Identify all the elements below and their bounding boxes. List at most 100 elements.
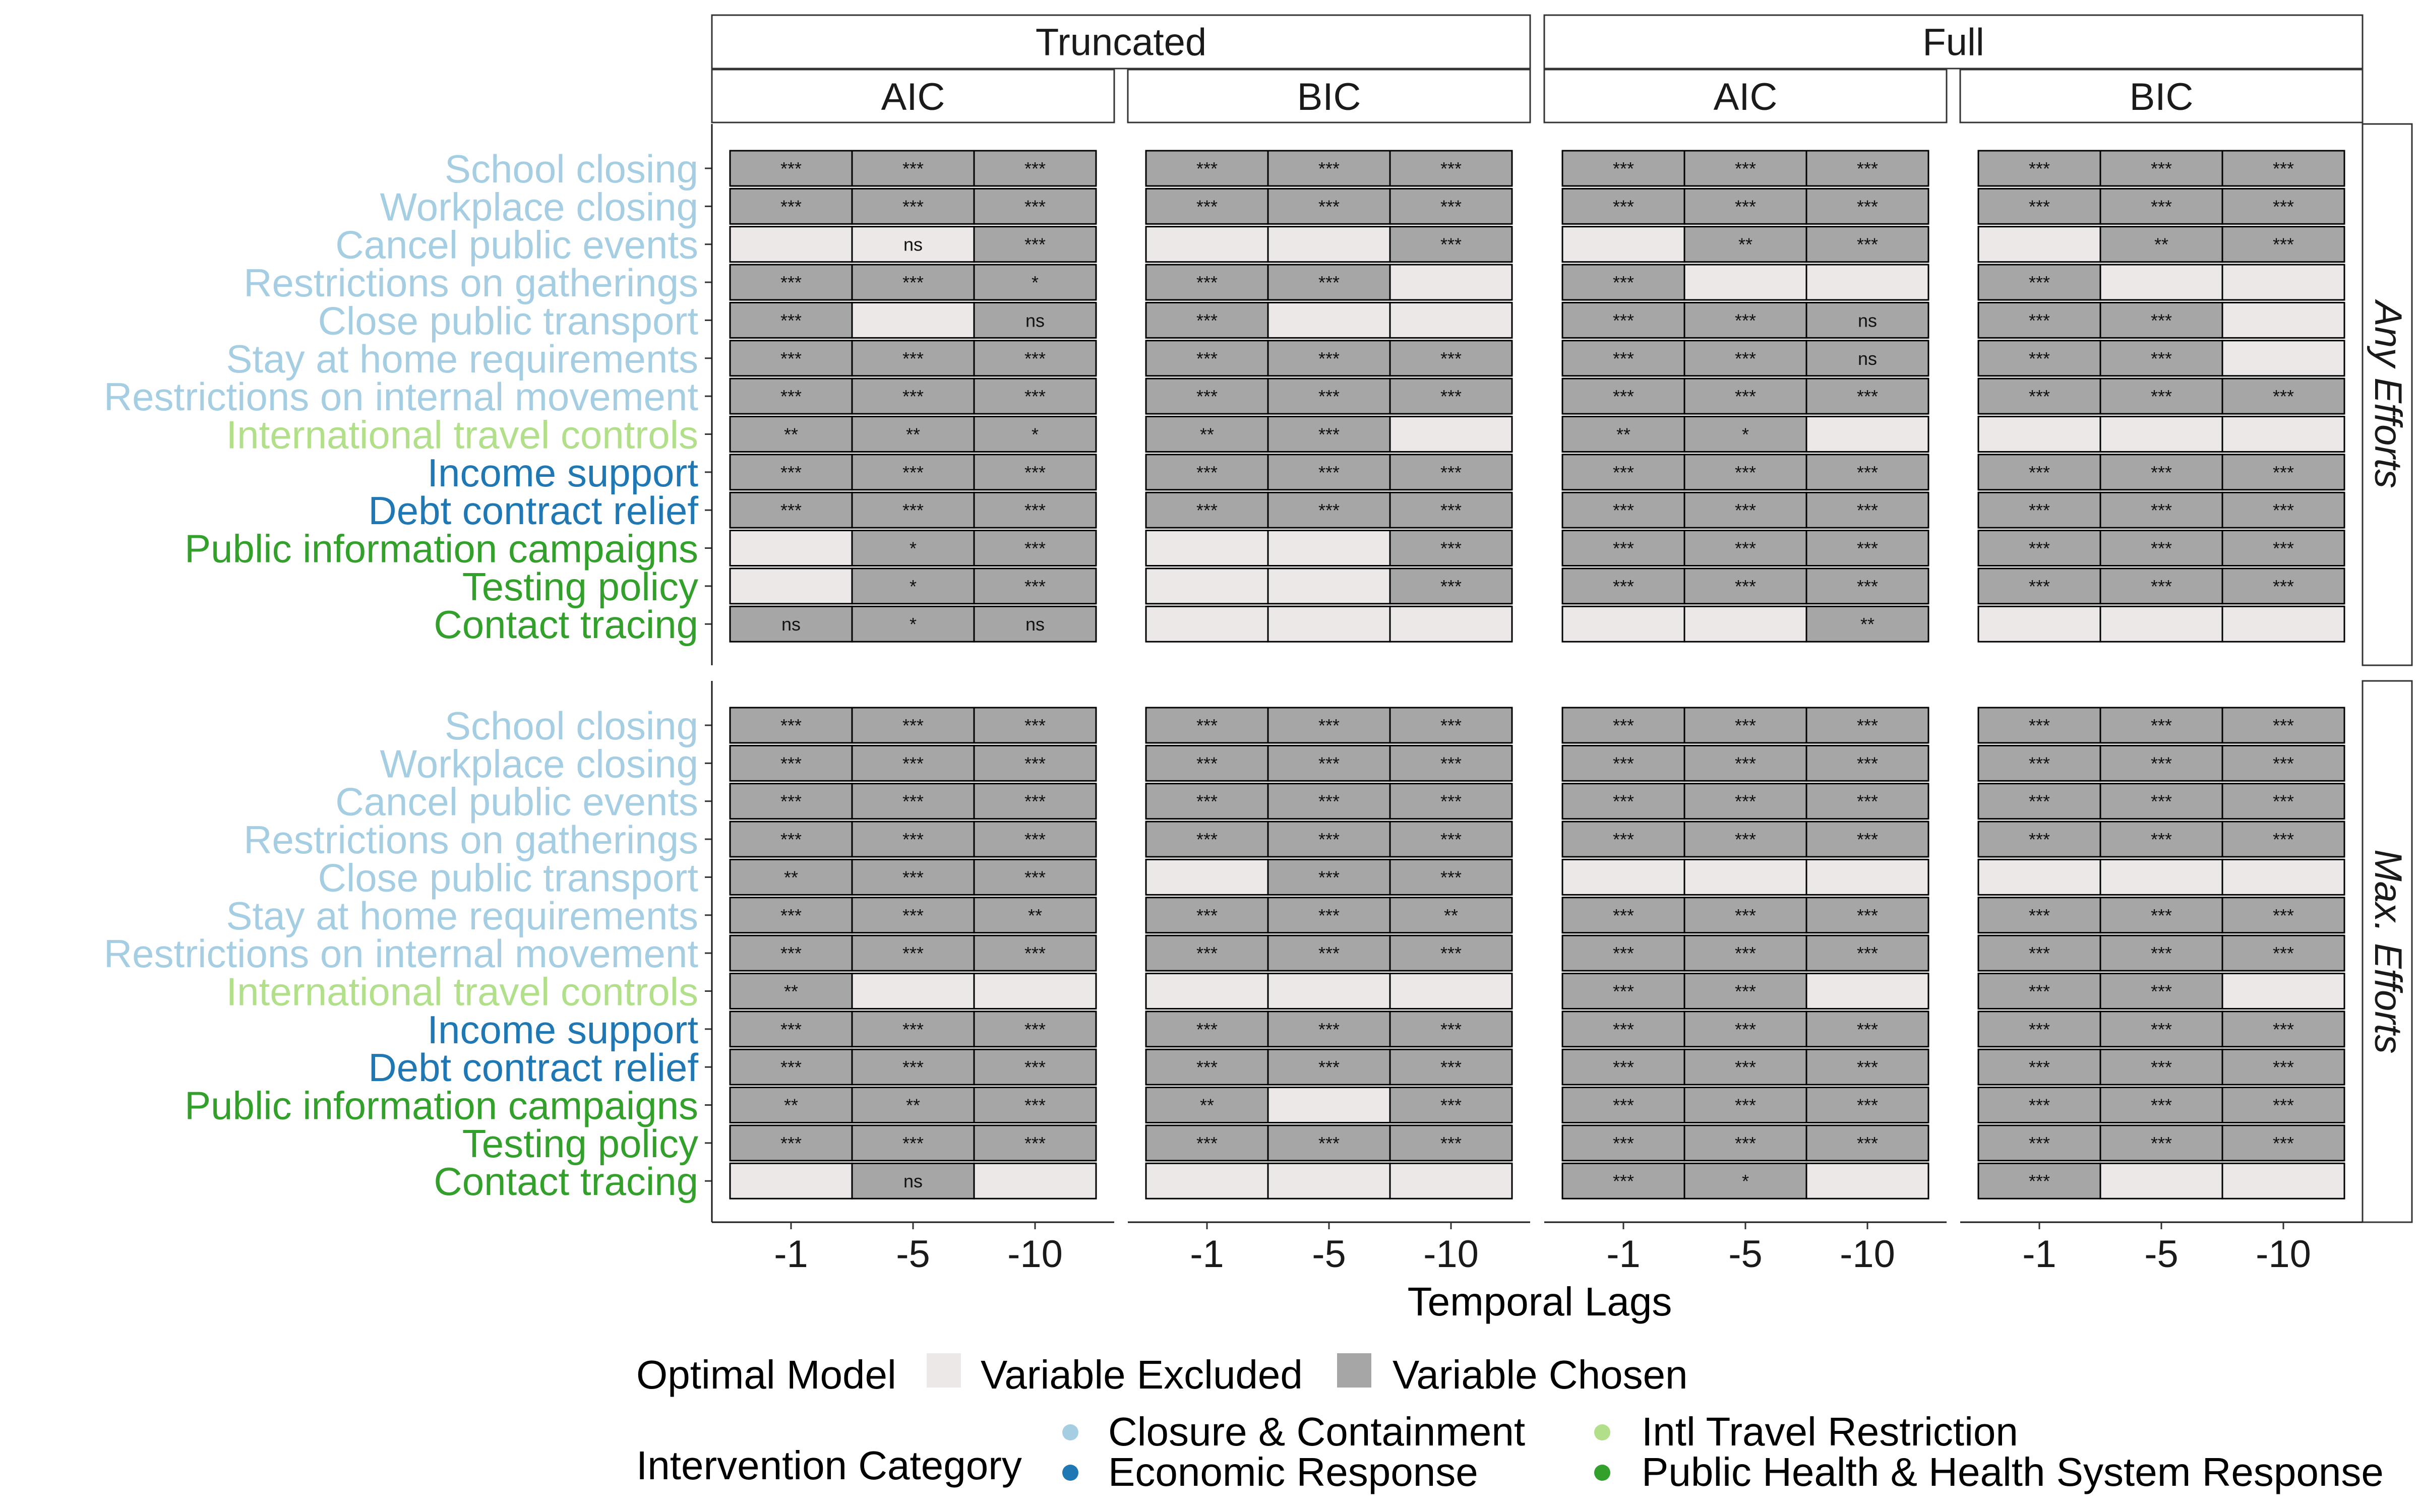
- row-label-any-efforts-contact-tracing: Contact tracing: [434, 602, 698, 647]
- cell-label: ***: [1196, 348, 1218, 369]
- row-label-max-efforts-international-travel-controls: International travel controls: [226, 969, 699, 1014]
- cell-label: ***: [1024, 500, 1046, 521]
- row-label-any-efforts-close-public-transport: Close public transport: [318, 298, 699, 343]
- heatmap-cell-max-efforts-1-4-2: [1389, 858, 1513, 896]
- heatmap-cell-max-efforts-1-3-2: [1389, 821, 1513, 858]
- heatmap-cell-max-efforts-3-5-2: [2221, 897, 2345, 934]
- cell-label: ***: [1857, 386, 1878, 407]
- heatmap-cell-max-efforts-1-7-1: [1267, 972, 1391, 1010]
- cell-label: ***: [2273, 386, 2294, 407]
- heatmap-cell-max-efforts-2-9-2: [1805, 1048, 1929, 1086]
- cell-label: ***: [2151, 500, 2172, 521]
- cell-label: ***: [1196, 500, 1218, 521]
- heatmap-cell-max-efforts-2-6-0: [1561, 934, 1685, 972]
- heatmap-cell-max-efforts-0-7-2: [973, 972, 1097, 1010]
- cell-label: **: [2154, 234, 2168, 255]
- heatmap-cell-max-efforts-0-0-0: [729, 707, 853, 744]
- heatmap-cell-any-efforts-2-1-2: [1805, 187, 1929, 225]
- heatmap-cell-any-efforts-2-11-2: [1805, 568, 1929, 605]
- heatmap-cell-any-efforts-3-5-0: [1977, 340, 2101, 377]
- cell-label: ***: [1318, 1019, 1340, 1040]
- cell-label: ***: [1024, 943, 1046, 964]
- cell-label: ***: [2029, 943, 2050, 964]
- cell-label: ***: [1735, 1057, 1756, 1078]
- heatmap-cell-any-efforts-1-5-2: [1389, 340, 1513, 377]
- heatmap-cell-any-efforts-3-12-1: [2099, 605, 2223, 643]
- legend-label-public-health-health-system-response: Public Health & Health System Response: [1642, 1450, 2384, 1494]
- cell-label: ***: [1440, 538, 1462, 559]
- cell-label: ***: [780, 462, 802, 483]
- heatmap-cell-max-efforts-1-2-0: [1145, 783, 1269, 820]
- row-label-any-efforts-workplace-closing: Workplace closing: [380, 184, 698, 229]
- heatmap-cell-max-efforts-0-4-2: [973, 858, 1097, 896]
- cell-label: ***: [1024, 196, 1046, 217]
- heatmap-cell-max-efforts-2-3-2: [1805, 821, 1929, 858]
- cell-label: ***: [1024, 462, 1046, 483]
- heatmap-cell-max-efforts-1-4-0: [1145, 858, 1269, 896]
- heatmap-cell-max-efforts-2-12-2: [1805, 1162, 1929, 1200]
- cell-label: **: [1200, 424, 1214, 445]
- cell-label: ***: [1857, 576, 1878, 597]
- heatmap-cell-any-efforts-1-3-2: [1389, 264, 1513, 301]
- heatmap-cell-max-efforts-2-4-0: [1561, 858, 1685, 896]
- heatmap-cell-any-efforts-2-8-2: [1805, 454, 1929, 491]
- cell-label: ***: [780, 196, 802, 217]
- heatmap-cell-any-efforts-2-5-2: [1805, 340, 1929, 377]
- heatmap-cell-max-efforts-1-7-0: [1145, 972, 1269, 1010]
- cell-label: ***: [1196, 943, 1218, 964]
- heatmap-cell-any-efforts-3-8-0: [1977, 454, 2101, 491]
- cell-label: ***: [1318, 424, 1340, 445]
- heatmap-cell-any-efforts-2-4-1: [1683, 301, 1807, 339]
- heatmap-cell-any-efforts-3-10-2: [2221, 530, 2345, 566]
- heatmap-cell-max-efforts-1-2-1: [1267, 783, 1391, 820]
- heatmap-cell-max-efforts-1-0-1: [1267, 707, 1391, 744]
- heatmap-cell-max-efforts-2-3-0: [1561, 821, 1685, 858]
- heatmap-cell-any-efforts-0-0-2: [973, 150, 1097, 187]
- cell-label: ***: [1318, 829, 1340, 850]
- cell-label: ***: [2151, 462, 2172, 483]
- cell-label: *: [1032, 424, 1039, 445]
- cell-label: ***: [1318, 867, 1340, 888]
- cell-label: ***: [1440, 867, 1462, 888]
- cell-label: ***: [902, 943, 924, 964]
- cell-label: ***: [1024, 1133, 1046, 1154]
- heatmap-cell-max-efforts-3-8-2: [2221, 1011, 2345, 1048]
- facet-strip-full-bic: [1959, 69, 2364, 123]
- cell-label: ***: [1196, 829, 1218, 850]
- heatmap-cell-any-efforts-3-2-1: [2099, 226, 2223, 263]
- heatmap-cell-any-efforts-2-3-0: [1561, 264, 1685, 301]
- heatmap-cell-any-efforts-2-7-2: [1805, 415, 1929, 453]
- cell-label: ***: [2151, 981, 2172, 1001]
- heatmap-cell-any-efforts-1-10-1: [1267, 530, 1391, 566]
- cell-label: ***: [2151, 905, 2172, 926]
- heatmap-cell-any-efforts-2-4-0: [1561, 301, 1685, 339]
- cell-label: ***: [1857, 196, 1878, 217]
- cell-label: ***: [902, 196, 924, 217]
- x-tick-label: -5: [1312, 1233, 1346, 1276]
- row-label-any-efforts-public-information-campaigns: Public information campaigns: [185, 527, 698, 571]
- cell-label: **: [906, 424, 920, 445]
- cell-label: ***: [1857, 500, 1878, 521]
- legend-fill-title: Optimal Model: [636, 1352, 896, 1397]
- heatmap-cell-any-efforts-0-5-0: [729, 340, 853, 377]
- cell-label: ***: [1440, 234, 1462, 255]
- heatmap-cell-any-efforts-3-2-0: [1977, 226, 2101, 263]
- row-label-any-efforts-cancel-public-events: Cancel public events: [335, 223, 698, 267]
- panel-label-max-efforts: Max. Efforts: [2367, 849, 2409, 1053]
- heatmap-cell-any-efforts-3-3-1: [2099, 264, 2223, 301]
- heatmap-cell-max-efforts-0-12-0: [729, 1162, 853, 1200]
- cell-label: ***: [902, 791, 924, 812]
- cell-label: ns: [903, 1171, 923, 1191]
- legend-dot-economic-response: [1062, 1465, 1078, 1481]
- cell-label: ***: [1613, 905, 1634, 926]
- heatmap-cell-max-efforts-2-0-1: [1683, 707, 1807, 744]
- cell-label: ***: [1613, 196, 1634, 217]
- cell-label: ***: [2151, 158, 2172, 179]
- cell-label: ***: [1318, 1133, 1340, 1154]
- heatmap-cell-max-efforts-0-11-1: [851, 1124, 975, 1162]
- heatmap-cell-max-efforts-1-5-2: [1389, 897, 1513, 934]
- cell-label: ***: [2273, 715, 2294, 736]
- cell-label: **: [1616, 424, 1630, 445]
- heatmap-cell-max-efforts-3-2-0: [1977, 783, 2101, 820]
